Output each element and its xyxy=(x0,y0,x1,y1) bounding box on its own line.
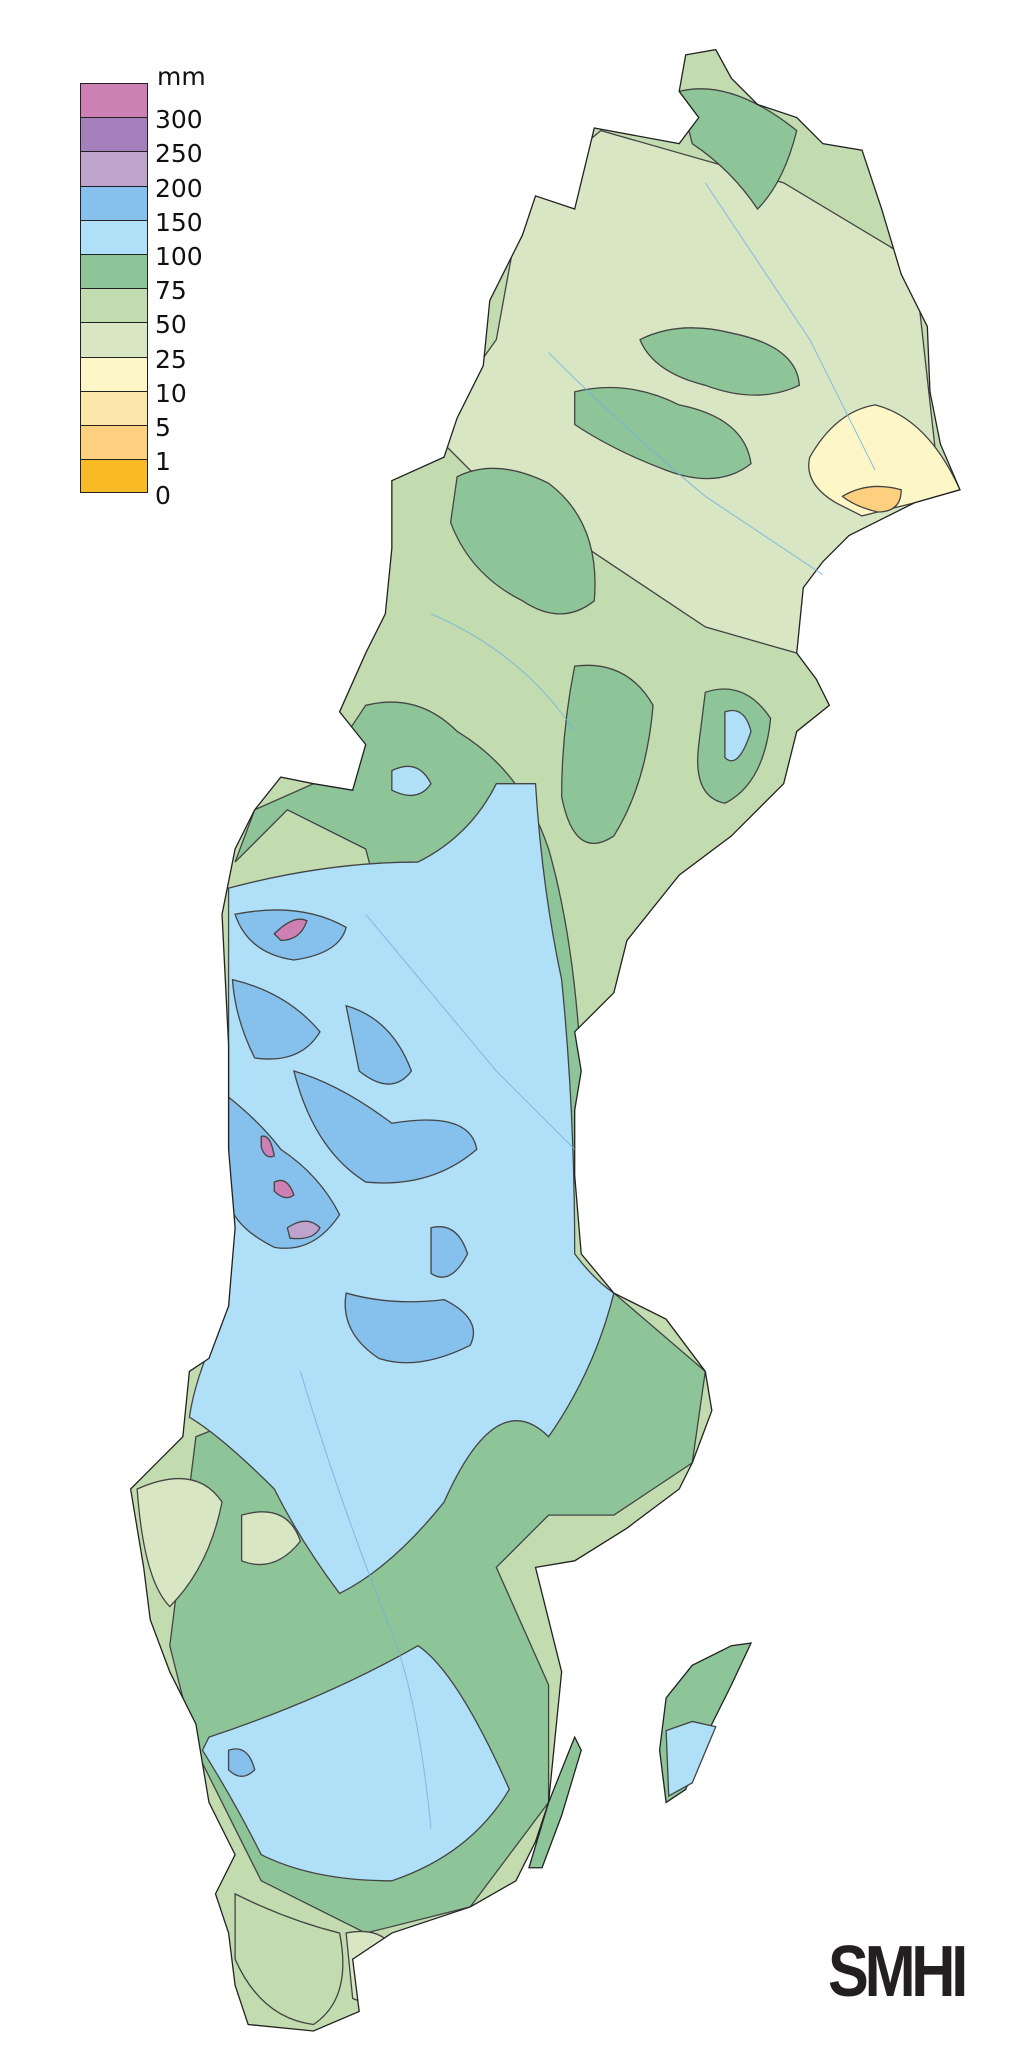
green-region xyxy=(678,88,798,211)
legend-band xyxy=(80,459,148,494)
legend-label: 200 xyxy=(155,173,203,203)
legend-label: 25 xyxy=(155,344,187,374)
legend-band xyxy=(80,253,148,289)
legend-band xyxy=(80,83,148,118)
legend-label: 250 xyxy=(155,139,203,169)
legend-label: 10 xyxy=(155,378,187,408)
legend-band xyxy=(80,288,148,323)
sweden-mainland xyxy=(129,48,961,2032)
legend-band xyxy=(80,219,148,254)
legend-band xyxy=(80,185,148,220)
legend-band xyxy=(80,424,148,460)
legend-label: 5 xyxy=(155,413,171,442)
legend-label: 300 xyxy=(155,105,203,135)
rivers xyxy=(299,182,876,1829)
legend xyxy=(80,83,148,494)
smhi-logo: SMHI xyxy=(828,1932,968,2012)
legend-band xyxy=(80,117,148,152)
legend-band xyxy=(80,356,148,391)
legend-label: 150 xyxy=(155,207,203,237)
legend-label: 100 xyxy=(155,242,203,271)
legend-label: 75 xyxy=(155,276,187,306)
legend-unit: mm xyxy=(157,62,206,91)
yellow-region xyxy=(808,404,960,517)
oland xyxy=(528,1735,582,1869)
legend-band xyxy=(80,322,148,357)
blue-region-central xyxy=(188,783,615,1595)
blue-region-south xyxy=(201,1644,511,1882)
pink-region xyxy=(273,918,308,942)
legend-label: 0 xyxy=(155,481,171,511)
legend-band xyxy=(80,151,148,186)
light-green-region-south xyxy=(136,1477,223,1608)
legend-label: 1 xyxy=(155,447,171,477)
legend-label: 50 xyxy=(155,310,187,340)
legend-band xyxy=(80,390,148,425)
